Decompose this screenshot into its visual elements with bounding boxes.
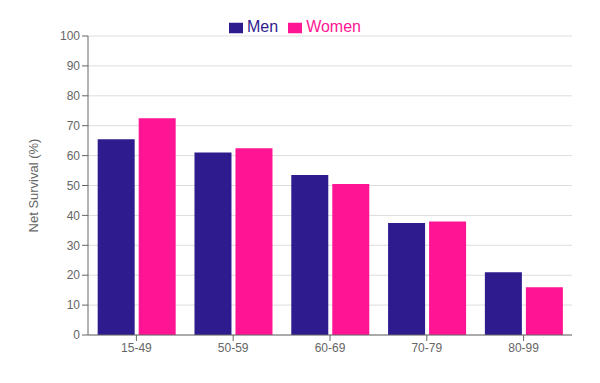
svg-text:30: 30 bbox=[67, 239, 81, 253]
svg-text:70: 70 bbox=[67, 119, 81, 133]
svg-text:10: 10 bbox=[67, 298, 81, 312]
svg-text:40: 40 bbox=[67, 209, 81, 223]
svg-text:70-79: 70-79 bbox=[411, 341, 442, 355]
svg-text:20: 20 bbox=[67, 268, 81, 282]
svg-text:90: 90 bbox=[67, 59, 81, 73]
svg-text:50: 50 bbox=[67, 179, 81, 193]
svg-text:100: 100 bbox=[60, 29, 80, 43]
svg-text:80: 80 bbox=[67, 89, 81, 103]
svg-text:60-69: 60-69 bbox=[315, 341, 346, 355]
svg-text:Net Survival (%): Net Survival (%) bbox=[26, 139, 41, 233]
html-text:Men: Men bbox=[247, 18, 279, 35]
svg-text:60: 60 bbox=[67, 149, 81, 163]
svg-text:15-49: 15-49 bbox=[121, 341, 152, 355]
svg-text:80-99: 80-99 bbox=[508, 341, 539, 355]
html-text:Women: Women bbox=[306, 18, 361, 35]
svg-text:50-59: 50-59 bbox=[218, 341, 249, 355]
svg-text:0: 0 bbox=[73, 328, 80, 342]
